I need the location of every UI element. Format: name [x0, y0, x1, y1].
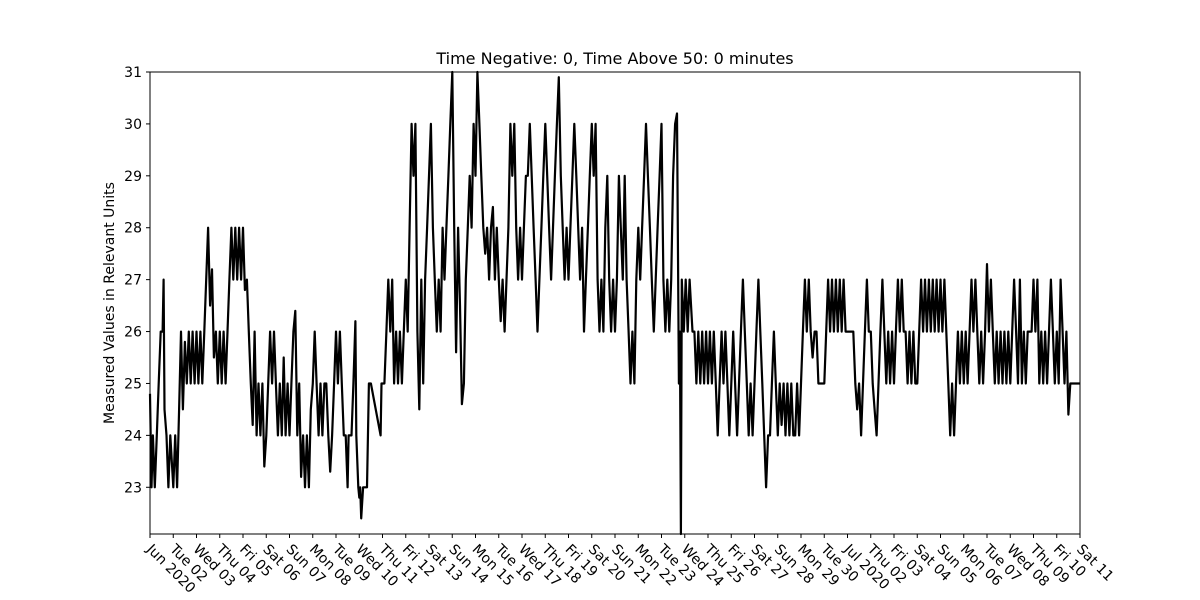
y-tick-label: 31 — [124, 65, 142, 81]
y-tick-label: 26 — [124, 325, 142, 341]
y-tick-label: 23 — [124, 480, 142, 496]
plot-frame — [149, 71, 1081, 535]
y-axis: 23 24 25 26 27 28 29 30 31 — [124, 65, 150, 496]
data-series-line — [148, 70, 1080, 536]
chart-title: Time Negative: 0, Time Above 50: 0 minut… — [435, 49, 793, 68]
y-tick-label: 27 — [124, 273, 142, 289]
plot-area — [148, 70, 1080, 536]
y-tick-label: 30 — [124, 117, 142, 133]
y-axis-label: Measured Values in Relevant Units — [102, 182, 118, 424]
y-tick-label: 29 — [124, 169, 142, 185]
y-tick-label: 25 — [124, 376, 142, 392]
y-tick-label: 24 — [124, 428, 142, 444]
y-tick-label: 28 — [124, 221, 142, 237]
